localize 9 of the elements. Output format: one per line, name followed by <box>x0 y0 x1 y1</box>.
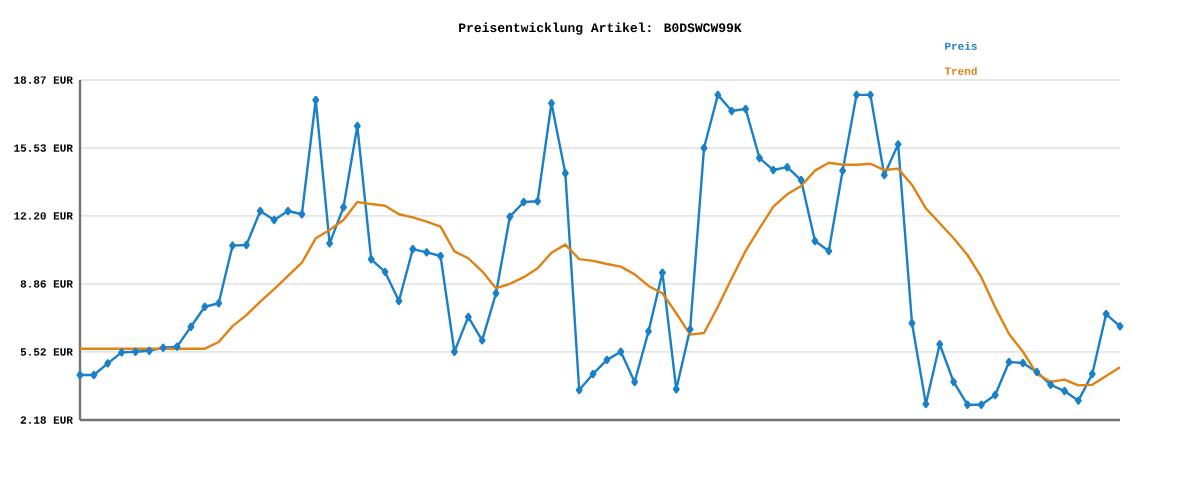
text: Trend <box>944 66 977 75</box>
y-tick-label: 2.18 EUR <box>20 416 73 424</box>
y-tick-label: 15.53 EUR <box>14 144 73 152</box>
y-tick-label: 8.86 EUR <box>20 280 73 288</box>
y-tick-label: 18.87 EUR <box>14 76 73 84</box>
text: Preis <box>945 41 977 50</box>
chart-title: Preisentwicklung Artikel: B0DSWCW99K <box>459 22 742 35</box>
y-tick-label: 5.52 EUR <box>20 348 73 356</box>
y-tick-label: 12.20 EUR <box>14 212 73 220</box>
